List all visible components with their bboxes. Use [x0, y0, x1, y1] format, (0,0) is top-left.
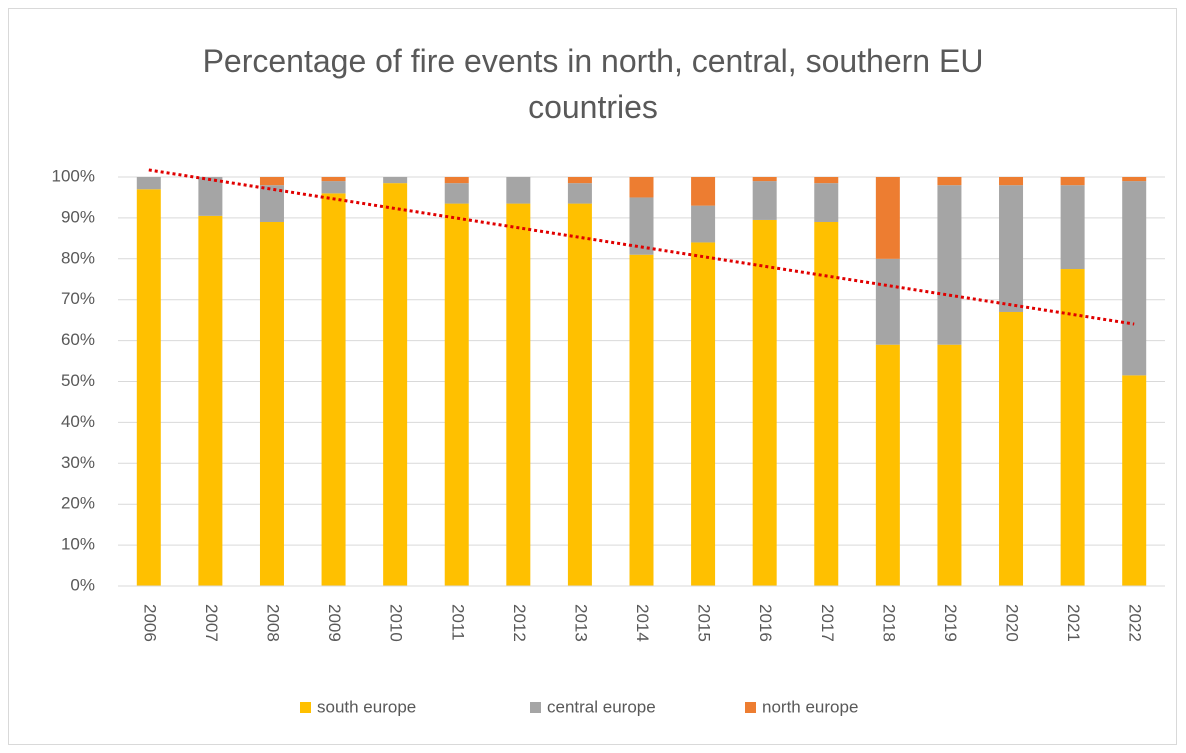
- bar-segment: [1060, 177, 1085, 186]
- bar-segment: [752, 181, 777, 220]
- bar-segment: [752, 219, 777, 586]
- bar-segment: [691, 205, 716, 243]
- bar-segment: [1060, 269, 1085, 586]
- x-tick-label: 2007: [202, 604, 221, 642]
- bar-segment: [814, 221, 839, 587]
- bar-segment: [629, 197, 654, 255]
- bar-segment: [1122, 177, 1147, 182]
- chart-title: Percentage of fire events in north, cent…: [202, 43, 984, 125]
- x-tick-label: 2018: [879, 604, 898, 642]
- x-tick-label: 2021: [1064, 604, 1083, 642]
- bar-segment: [321, 181, 346, 194]
- bar-segment: [875, 177, 900, 259]
- bar-segment: [567, 177, 592, 184]
- y-tick-label: 60%: [61, 330, 95, 349]
- bar-segment: [567, 203, 592, 586]
- bar-segment: [691, 177, 716, 206]
- x-tick-label: 2015: [695, 604, 714, 642]
- bar-segment: [875, 344, 900, 586]
- bar-segment: [691, 242, 716, 586]
- x-tick-label: 2020: [1003, 604, 1022, 642]
- bar-segment: [1122, 181, 1147, 376]
- bar-segment: [629, 177, 654, 198]
- bar-segment: [198, 215, 223, 587]
- y-tick-label: 50%: [61, 371, 95, 390]
- bar-segment: [506, 203, 531, 586]
- y-tick-label: 30%: [61, 453, 95, 472]
- legend-label: north europe: [762, 697, 858, 716]
- bar-segment: [752, 177, 777, 182]
- legend-swatch: [530, 702, 541, 713]
- x-tick-label: 2006: [140, 604, 159, 642]
- y-tick-label: 20%: [61, 494, 95, 513]
- bar-segment: [937, 177, 962, 186]
- legend-swatch: [745, 702, 756, 713]
- bar-segment: [567, 183, 592, 204]
- bar-segment: [444, 177, 469, 184]
- y-tick-label: 40%: [61, 412, 95, 431]
- bar-segment: [444, 183, 469, 204]
- x-tick-label: 2017: [818, 604, 837, 642]
- bar-segment: [259, 177, 284, 186]
- x-tick-label: 2008: [263, 604, 282, 642]
- bar-segment: [875, 258, 900, 345]
- x-tick-label: 2011: [448, 604, 467, 641]
- y-tick-label: 70%: [61, 289, 95, 308]
- bar-segment: [999, 185, 1024, 312]
- bar-segment: [136, 189, 161, 586]
- bar-segment: [629, 254, 654, 586]
- x-tick-label: 2010: [387, 604, 406, 642]
- x-tick-label: 2022: [1126, 604, 1145, 642]
- y-tick-label: 80%: [61, 248, 95, 267]
- bar-segment: [444, 203, 469, 586]
- y-tick-label: 0%: [70, 575, 95, 594]
- bar-segment: [136, 177, 161, 190]
- x-tick-label: 2019: [941, 604, 960, 642]
- bar-segment: [506, 177, 531, 204]
- legend-label: south europe: [317, 697, 416, 716]
- x-tick-label: 2013: [571, 604, 590, 642]
- y-tick-label: 100%: [52, 166, 95, 185]
- bar-segment: [937, 344, 962, 586]
- y-tick-label: 90%: [61, 207, 95, 226]
- bar-segment: [999, 311, 1024, 586]
- x-tick-label: 2012: [510, 604, 529, 642]
- x-tick-label: 2014: [633, 604, 652, 642]
- y-tick-label: 10%: [61, 535, 95, 554]
- x-tick-label: 2009: [325, 604, 344, 642]
- bar-segment: [321, 193, 346, 587]
- bar-segment: [198, 177, 223, 216]
- x-tick-label: 2016: [756, 604, 775, 642]
- bar-segment: [1060, 185, 1085, 270]
- bar-segment: [383, 183, 408, 586]
- bar-segment: [383, 177, 408, 184]
- bar-segment: [937, 185, 962, 345]
- trendline: [148, 168, 1135, 326]
- legend-swatch: [300, 702, 311, 713]
- legend-label: central europe: [547, 697, 656, 716]
- bar-segment: [321, 177, 346, 182]
- bar-segment: [1122, 375, 1147, 586]
- bar-segment: [814, 183, 839, 222]
- bar-segment: [814, 177, 839, 184]
- bar-segment: [999, 177, 1024, 186]
- bar-segment: [259, 221, 284, 587]
